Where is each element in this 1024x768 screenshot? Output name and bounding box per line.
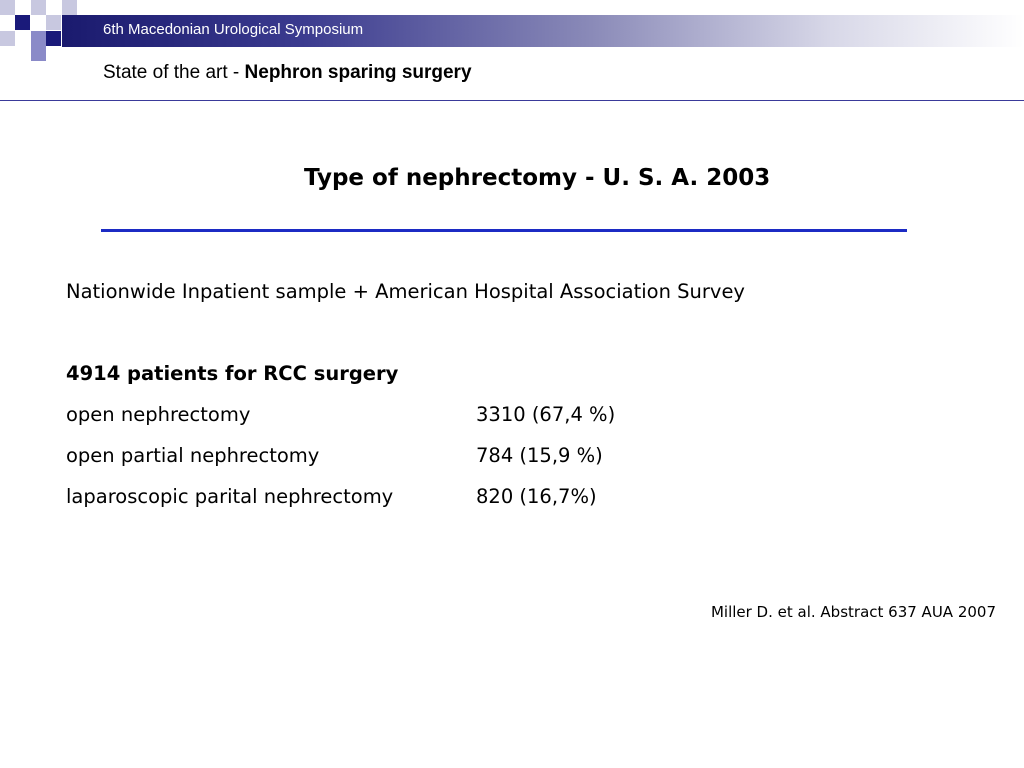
title-underline bbox=[101, 229, 907, 232]
slide-title: Type of nephrectomy - U. S. A. 2003 bbox=[304, 165, 771, 191]
decor-square bbox=[62, 0, 77, 15]
decor-square bbox=[31, 46, 46, 61]
decor-square bbox=[46, 31, 61, 46]
decor-square bbox=[46, 15, 61, 30]
procedure-label: open nephrectomy bbox=[66, 403, 251, 426]
decor-square bbox=[0, 31, 15, 46]
procedure-value: 3310 (67,4 %) bbox=[476, 403, 616, 426]
decor-square bbox=[31, 0, 46, 15]
patient-count: 4914 patients for RCC surgery bbox=[66, 362, 399, 385]
conference-name: 6th Macedonian Urological Symposium bbox=[103, 21, 364, 38]
decor-square bbox=[31, 31, 46, 46]
section-subtitle: State of the art - Nephron sparing surge… bbox=[103, 62, 472, 84]
procedure-value: 784 (15,9 %) bbox=[476, 444, 603, 467]
header-divider bbox=[0, 100, 1024, 101]
procedure-label: open partial nephrectomy bbox=[66, 444, 320, 467]
procedure-value: 820 (16,7%) bbox=[476, 485, 597, 508]
decor-square bbox=[15, 15, 30, 30]
citation: Miller D. et al. Abstract 637 AUA 2007 bbox=[710, 603, 996, 621]
data-source-line: Nationwide Inpatient sample + American H… bbox=[66, 280, 745, 303]
decor-square bbox=[0, 0, 15, 15]
header-band bbox=[62, 15, 1024, 47]
subtitle-prefix: State of the art - bbox=[103, 62, 245, 83]
subtitle-topic: Nephron sparing surgery bbox=[244, 62, 472, 83]
procedure-label: laparoscopic parital nephrectomy bbox=[66, 485, 394, 508]
